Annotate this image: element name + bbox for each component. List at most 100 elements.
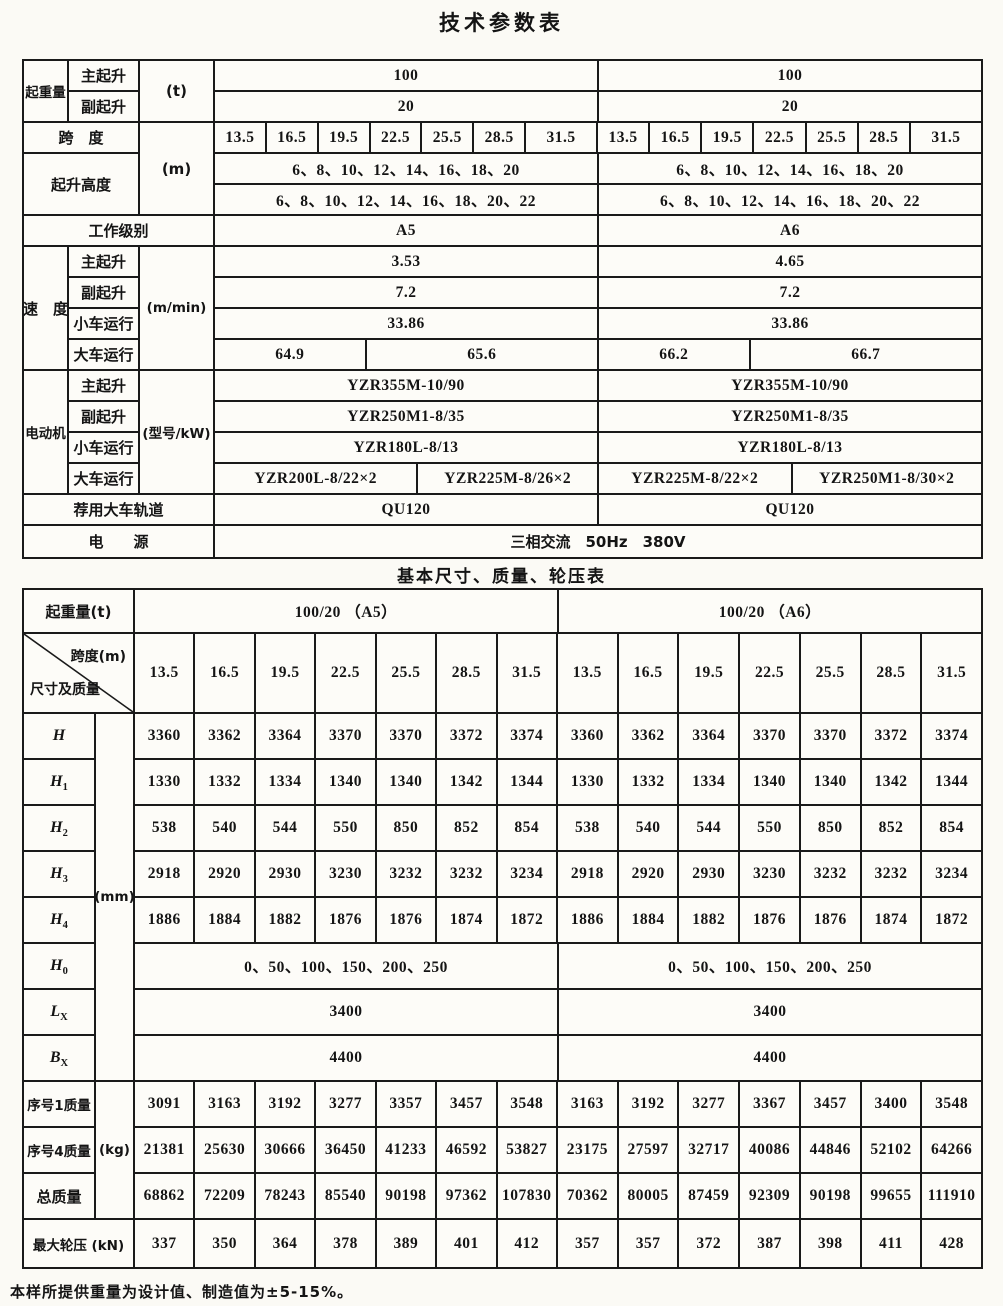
meters-unit: (m) bbox=[140, 123, 215, 216]
table-cell: 3362 bbox=[618, 714, 680, 760]
table-cell: 3364 bbox=[679, 714, 741, 760]
table-cell: 1874 bbox=[861, 898, 923, 944]
speed-sublabels: 主起升 副起升 小车运行 大车运行 bbox=[69, 247, 140, 371]
mass-labels: 序号1质量 序号4质量 总质量 bbox=[24, 1082, 96, 1220]
table-cell: YZR200L-8/22×2 bbox=[215, 464, 419, 495]
table-cell: 372 bbox=[679, 1220, 741, 1267]
speed-group-label: 速 度 bbox=[24, 247, 69, 371]
mass-section: 序号1质量 序号4质量 总质量 (kg) 3091 3163 3192 3277 335… bbox=[24, 1082, 982, 1220]
table-cell: 52102 bbox=[861, 1128, 923, 1174]
table-cell: 1874 bbox=[437, 898, 498, 944]
table-cell: 3234 bbox=[497, 852, 558, 898]
lift-height-label: 起升高度 bbox=[24, 154, 140, 216]
motor-sublabels: 主起升 副起升 小车运行 大车运行 bbox=[69, 371, 140, 495]
dimensions-section: H H1 H2 H3 H4 H0 LX BX (mm) 3360 3362 3364… bbox=[24, 714, 982, 1082]
table-cell: 97362 bbox=[437, 1174, 498, 1220]
table-cell: 31.5 bbox=[910, 123, 982, 154]
table-cell: 85540 bbox=[316, 1174, 377, 1220]
span-liftheight-values: 13.5 16.5 19.5 22.5 25.5 28.5 31.5 13.5 16.5 19.… bbox=[215, 123, 982, 216]
speed-trolley-right: 33.86 bbox=[599, 309, 981, 340]
dim-H-left: 3360 3362 3364 3370 3370 3372 3374 bbox=[135, 714, 558, 760]
table-cell: 3362 bbox=[195, 714, 256, 760]
table-cell: 22.5 bbox=[370, 123, 423, 154]
table-cell: 44846 bbox=[800, 1128, 862, 1174]
table-cell: 3370 bbox=[376, 714, 438, 760]
table-cell: 25630 bbox=[195, 1128, 256, 1174]
table-cell: 3367 bbox=[740, 1082, 801, 1128]
span-liftheight-section: 跨 度 起升高度 (m) 13.5 16.5 19.5 22.5 25.5 28.5 31.… bbox=[24, 123, 982, 216]
power-value: 三相交流 50Hz 380V bbox=[510, 533, 686, 551]
table-cell: 22.5 bbox=[316, 634, 377, 714]
span-values-left: 13.5 16.5 19.5 22.5 25.5 28.5 31.5 bbox=[215, 123, 598, 154]
table-cell: 3230 bbox=[316, 852, 377, 898]
table-cell: 3277 bbox=[679, 1082, 741, 1128]
table-cell: 3548 bbox=[922, 1082, 982, 1128]
motor-crane-travel-values: YZR200L-8/22×2 YZR225M-8/26×2 YZR225M-8/22… bbox=[215, 464, 981, 495]
t2-span-headers-right: 13.5 16.5 19.5 22.5 25.5 28.5 31.5 bbox=[558, 634, 982, 714]
power-row: 电 源 三相交流 50Hz 380V bbox=[24, 526, 981, 557]
table-cell: 1342 bbox=[437, 760, 498, 806]
dimensions-mass-wheelload-table: 起重量(t) 100/20 （A5） 100/20 （A6） 跨度(m) 尺寸及… bbox=[22, 588, 983, 1269]
table-cell: 1882 bbox=[255, 898, 317, 944]
speed-crane-travel-values: 64.9 65.6 66.2 66.7 bbox=[215, 340, 981, 371]
dim-H1-left: 1330 1332 1334 1340 1340 1342 1344 bbox=[135, 760, 558, 806]
table-cell: 1334 bbox=[679, 760, 741, 806]
table-cell: 1884 bbox=[618, 898, 680, 944]
capacity-unit: (t) bbox=[140, 61, 215, 123]
table-cell: 27597 bbox=[618, 1128, 680, 1174]
dim-H4-left: 1886 1884 1882 1876 1876 1874 1872 bbox=[135, 898, 558, 944]
table-cell: 31.5 bbox=[922, 634, 982, 714]
table-cell: 19.5 bbox=[255, 634, 317, 714]
table-cell: 1340 bbox=[740, 760, 801, 806]
table-cell: 78243 bbox=[255, 1174, 317, 1220]
t2-capacity-row: 起重量(t) 100/20 （A5） 100/20 （A6） bbox=[24, 590, 981, 634]
speed-unit: (m/min) bbox=[140, 247, 215, 371]
dim-H4-right: 1886 1884 1882 1876 1876 1874 1872 bbox=[558, 898, 982, 944]
table-cell: 1876 bbox=[800, 898, 862, 944]
table-cell: 850 bbox=[800, 806, 862, 852]
dim-label-H: H bbox=[24, 714, 96, 760]
table-cell: 357 bbox=[619, 1220, 680, 1267]
table-cell: YZR225M-8/22×2 bbox=[599, 464, 793, 495]
dim-BX-left: 4400 bbox=[135, 1036, 559, 1082]
mass4-left: 21381 25630 30666 36450 41233 46592 53827 bbox=[135, 1128, 558, 1174]
table-cell: 13.5 bbox=[598, 123, 651, 154]
table-cell: 3457 bbox=[800, 1082, 862, 1128]
table-cell: 40086 bbox=[740, 1128, 801, 1174]
dim-H1-right: 1330 1332 1334 1340 1340 1342 1344 bbox=[558, 760, 982, 806]
motor-values: YZR355M-10/90 YZR355M-10/90 YZR250M1-8/3… bbox=[215, 371, 981, 495]
table-cell: 3364 bbox=[255, 714, 317, 760]
dim-H0-right: 0、50、100、150、200、250 bbox=[559, 944, 981, 990]
table-cell: 66.7 bbox=[750, 340, 981, 371]
table-cell: 852 bbox=[861, 806, 923, 852]
table-cell: 3163 bbox=[558, 1082, 619, 1128]
table-cell: 1876 bbox=[740, 898, 801, 944]
table-cell: 13.5 bbox=[558, 634, 619, 714]
table-cell: 80005 bbox=[618, 1174, 680, 1220]
aux-hoist-capacity-left: 20 bbox=[215, 92, 599, 123]
table-cell: 1340 bbox=[376, 760, 438, 806]
table-cell: 107830 bbox=[497, 1174, 558, 1220]
table-cell: 3370 bbox=[316, 714, 377, 760]
speed-crane-travel-label: 大车运行 bbox=[69, 340, 140, 371]
table-cell: 3370 bbox=[740, 714, 801, 760]
table-cell: 3360 bbox=[135, 714, 196, 760]
table-cell: 87459 bbox=[679, 1174, 741, 1220]
table-cell: 1886 bbox=[135, 898, 196, 944]
table-cell: 854 bbox=[922, 806, 982, 852]
table-cell: YZR250M1-8/30×2 bbox=[792, 464, 981, 495]
table-cell: 21381 bbox=[135, 1128, 196, 1174]
table-cell: 1332 bbox=[618, 760, 680, 806]
aux-hoist-label: 副起升 bbox=[69, 92, 140, 123]
table-cell: 538 bbox=[558, 806, 619, 852]
table-cell: 1330 bbox=[558, 760, 619, 806]
table-cell: 3457 bbox=[437, 1082, 498, 1128]
table-cell: 3232 bbox=[376, 852, 438, 898]
table-cell: 25.5 bbox=[806, 123, 859, 154]
table-cell: 1332 bbox=[195, 760, 256, 806]
table-cell: 16.5 bbox=[650, 123, 703, 154]
table-cell: 46592 bbox=[437, 1128, 498, 1174]
wheel-load-row: 最大轮压 (kN) 337 350 364 378 389 401 412 357 357 37… bbox=[24, 1220, 981, 1267]
table-cell: 32717 bbox=[679, 1128, 741, 1174]
